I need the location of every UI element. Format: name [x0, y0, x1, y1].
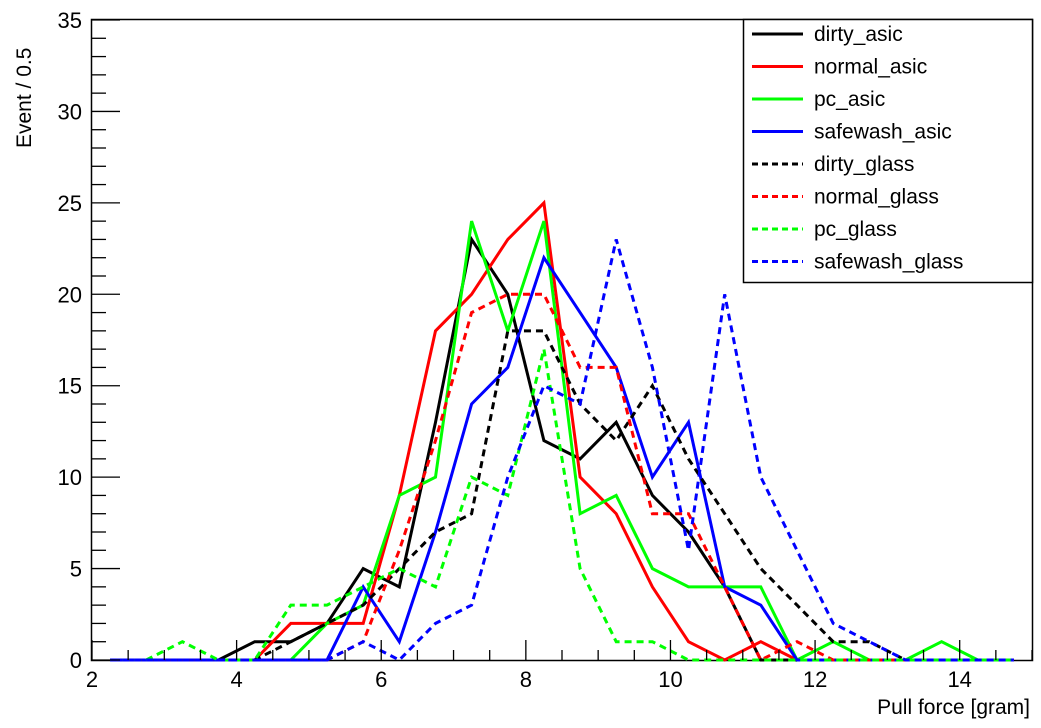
- x-tick-label: 2: [86, 667, 98, 692]
- y-tick-label: 30: [58, 99, 82, 124]
- x-tick-label: 8: [520, 667, 532, 692]
- series-line-pc-glass: [110, 348, 1014, 662]
- x-tick-label: 10: [658, 667, 682, 692]
- x-axis-title: Pull force [gram]: [877, 696, 1030, 719]
- legend-label: safewash_glass: [814, 251, 963, 274]
- x-tick-label: 12: [803, 667, 827, 692]
- y-tick-label: 10: [58, 465, 82, 490]
- legend: dirty_asic normal_asic pc_asic safewash_asi…: [742, 18, 1034, 284]
- series-layer: [110, 199, 1014, 663]
- y-axis-title: Event / 0.5: [13, 48, 36, 148]
- legend-label: dirty_asic: [814, 23, 903, 46]
- y-tick-label: 35: [58, 8, 82, 33]
- axis-layer: 2 4 6 8 10 12 14 0 5 10 15 20 25 30 35: [58, 8, 1033, 692]
- y-tick-label: 25: [58, 191, 82, 216]
- legend-label: safewash_asic: [814, 121, 952, 144]
- y-tick-label: 0: [70, 648, 82, 673]
- legend-entries: dirty_asic normal_asic pc_asic safewash_asi…: [752, 23, 963, 274]
- y-tick-label: 5: [70, 557, 82, 582]
- plot-frame: [90, 18, 1034, 662]
- legend-box: [742, 18, 1034, 284]
- legend-label: normal_asic: [814, 56, 927, 79]
- y-tick-label: 15: [58, 374, 82, 399]
- series-line-dirty-glass: [110, 329, 1014, 662]
- legend-label: normal_glass: [814, 186, 939, 209]
- x-tick-label: 14: [947, 667, 971, 692]
- legend-label: pc_glass: [814, 218, 897, 241]
- legend-label: pc_asic: [814, 88, 885, 111]
- series-line-safewash-glass: [110, 238, 1014, 662]
- x-tick-label: 4: [230, 667, 242, 692]
- x-tick-label: 6: [375, 667, 387, 692]
- y-tick-label: 20: [58, 282, 82, 307]
- legend-label: dirty_glass: [814, 153, 914, 176]
